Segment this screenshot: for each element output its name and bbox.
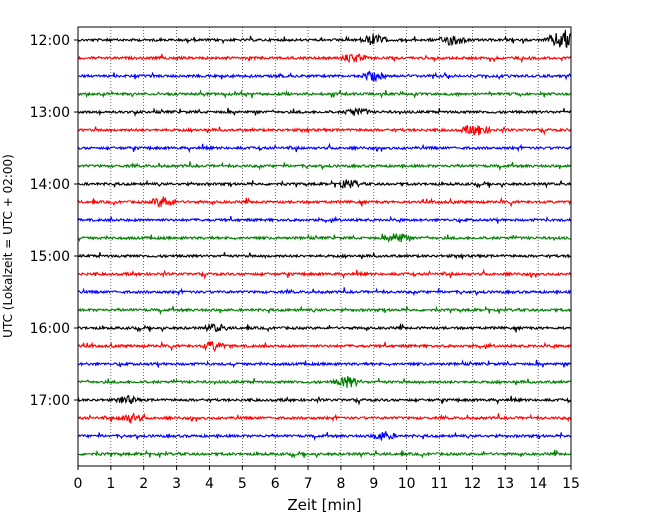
- x-tick-label-3: 3: [172, 476, 181, 492]
- x-tick-label-15: 15: [562, 476, 580, 492]
- x-tick-label-14: 14: [529, 476, 547, 492]
- x-tick-label-4: 4: [205, 476, 214, 492]
- y-tick-label-1700: 17:00: [30, 393, 70, 409]
- x-tick-label-0: 0: [74, 476, 83, 492]
- trace-1745: [77, 449, 572, 459]
- trace-1730: [77, 431, 572, 442]
- trace-1445: [77, 233, 572, 243]
- y-tick-label-1500: 15:00: [30, 249, 70, 265]
- x-tick-label-9: 9: [369, 476, 378, 492]
- trace-1415: [77, 196, 572, 208]
- y-tick-label-1600: 16:00: [30, 321, 70, 337]
- x-tick-label-10: 10: [398, 476, 416, 492]
- trace-1700: [77, 394, 572, 406]
- trace-1515: [77, 268, 572, 280]
- trace-1230: [77, 70, 572, 83]
- y-axis: 12:00 13:00 14:00 15:00 16:00 17:00: [30, 33, 78, 409]
- trace-1615: [77, 340, 572, 353]
- trace-1300: [77, 107, 572, 118]
- x-axis: 0 1 2 3 4 5 6 7 8 9 10 11 12 13 14 15: [74, 466, 580, 492]
- trace-1430: [77, 215, 572, 224]
- x-tick-label-7: 7: [304, 476, 313, 492]
- y-tick-label-1400: 14:00: [30, 177, 70, 193]
- seismic-traces: [77, 29, 572, 459]
- trace-1200: [77, 29, 572, 49]
- trace-1500: [77, 252, 572, 261]
- trace-1345: [77, 161, 572, 172]
- trace-1400: [77, 179, 572, 189]
- trace-1245: [77, 89, 572, 99]
- x-tick-label-1: 1: [106, 476, 115, 492]
- y-tick-label-1300: 13:00: [30, 105, 70, 121]
- x-tick-label-6: 6: [271, 476, 280, 492]
- trace-1330: [77, 142, 572, 154]
- trace-1545: [77, 305, 572, 316]
- x-tick-label-13: 13: [496, 476, 514, 492]
- y-axis-label: UTC (Lokalzeit = UTC + 02:00): [1, 154, 15, 338]
- x-tick-label-11: 11: [431, 476, 449, 492]
- trace-1630: [77, 359, 572, 369]
- trace-1315: [77, 124, 572, 136]
- grid-lines: [110, 27, 539, 466]
- trace-1530: [77, 287, 572, 297]
- y-tick-label-1200: 12:00: [30, 33, 70, 49]
- trace-1715: [77, 412, 572, 424]
- x-tick-label-2: 2: [139, 476, 148, 492]
- x-tick-label-12: 12: [463, 476, 481, 492]
- plot-frame: [77, 26, 572, 467]
- x-tick-label-8: 8: [336, 476, 345, 492]
- x-axis-label: Zeit [min]: [287, 496, 361, 514]
- trace-1215: [77, 53, 572, 64]
- trace-1600: [77, 322, 572, 333]
- x-tick-label-5: 5: [238, 476, 247, 492]
- trace-1645: [77, 375, 572, 388]
